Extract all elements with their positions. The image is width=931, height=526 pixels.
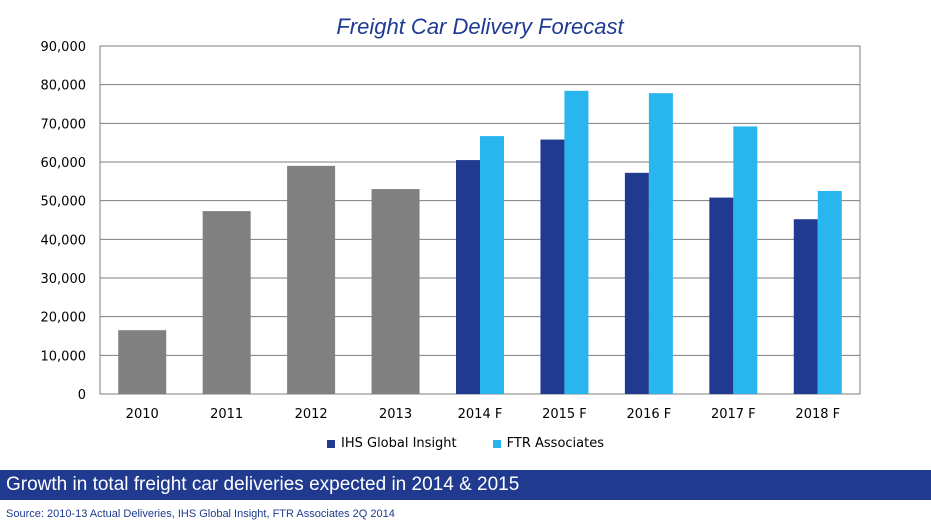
bar-actual (371, 189, 420, 394)
legend-label-ftr: FTR Associates (506, 436, 604, 451)
bar-ftr-associates (733, 126, 758, 394)
x-tick-label: 2017 F (711, 407, 756, 422)
legend-item-ftr: FTR Associates (492, 436, 604, 451)
bar-actual (202, 211, 251, 394)
x-tick-label: 2016 F (627, 407, 672, 422)
bar-ftr-associates (480, 136, 504, 395)
y-tick-label: 30,000 (41, 272, 87, 287)
y-tick-label: 10,000 (41, 349, 87, 364)
bars (118, 90, 842, 395)
bar-ftr-associates (648, 93, 673, 394)
source-note: Source: 2010-13 Actual Deliveries, IHS G… (6, 508, 395, 520)
bar-ihs-global-insight (624, 172, 649, 394)
x-tick-label: 2014 F (458, 407, 503, 422)
legend-swatch-ftr (492, 439, 501, 448)
bar-ihs-global-insight (709, 197, 734, 394)
y-tick-label: 40,000 (41, 233, 87, 248)
y-tick-label: 20,000 (41, 311, 87, 326)
x-tick-label: 2010 (126, 407, 159, 422)
legend-swatch-ihs (327, 439, 335, 448)
y-tick-label: 50,000 (41, 195, 87, 210)
y-tick-label: 60,000 (41, 156, 87, 171)
bar-actual (118, 330, 167, 394)
y-tick-label: 0 (78, 388, 86, 403)
x-tick-label: 2018 F (795, 407, 840, 422)
x-tick-label: 2012 (295, 407, 328, 422)
bar-ihs-global-insight (456, 160, 480, 394)
summary-banner: Growth in total freight car deliveries e… (0, 470, 931, 500)
bar-actual (287, 165, 336, 394)
bar-ftr-associates (817, 191, 842, 394)
legend: IHS Global Insight FTR Associates (0, 436, 931, 451)
x-tick-label: 2013 (379, 407, 412, 422)
y-tick-label: 70,000 (41, 117, 87, 132)
x-tick-label: 2011 (210, 407, 243, 422)
bar-chart: 0 10,000 20,000 30,000 40,000 50,000 60,000 70,… (41, 40, 861, 422)
bar-ihs-global-insight (793, 219, 818, 394)
x-tick-label: 2015 F (542, 407, 587, 422)
bar-ftr-associates (564, 90, 589, 394)
y-tick-label: 90,000 (41, 40, 87, 55)
summary-banner-text: Growth in total freight car deliveries e… (6, 474, 520, 495)
bar-ihs-global-insight (540, 139, 565, 394)
chart-title: Freight Car Delivery Forecast (336, 14, 624, 39)
legend-label-ihs: IHS Global Insight (341, 436, 457, 451)
legend-item-ihs: IHS Global Insight (327, 436, 457, 451)
y-tick-label: 80,000 (41, 79, 87, 94)
axes: 0 10,000 20,000 30,000 40,000 50,000 60,000 70,… (41, 40, 841, 422)
